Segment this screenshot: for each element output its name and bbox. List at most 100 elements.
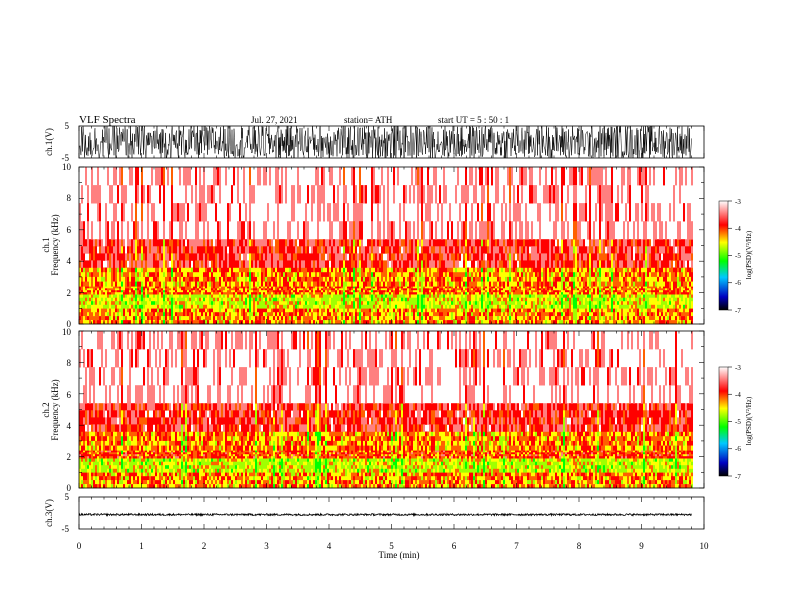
spectrogram-cell	[323, 185, 325, 203]
spectrogram-cell	[375, 316, 377, 320]
spectrogram-cell	[369, 298, 371, 302]
spectrogram-cell	[359, 292, 361, 294]
spectrogram-cell	[441, 301, 443, 305]
spectrogram-cell	[91, 312, 93, 316]
spectrogram-cell	[449, 239, 451, 246]
spectrogram-cell	[141, 268, 143, 273]
spectrogram-cell	[413, 294, 415, 298]
spectrogram-cell	[437, 290, 439, 292]
spectrogram-cell	[539, 246, 541, 253]
spectrogram-cell	[461, 305, 463, 309]
spectrogram-cell	[245, 292, 247, 294]
spectrogram-cell	[521, 312, 523, 316]
spectrogram-cell	[225, 290, 227, 292]
spectrogram-cell	[239, 316, 241, 320]
spectrogram-cell	[339, 167, 341, 185]
spectrogram-cell	[111, 282, 113, 287]
spectrogram-cell	[195, 246, 197, 253]
spectrogram-cell	[509, 286, 511, 288]
spectrogram-cell	[259, 253, 261, 260]
spectrogram-cell	[351, 221, 353, 239]
spectrogram-cell	[301, 272, 303, 277]
spectrogram-cell	[87, 203, 89, 221]
spectrogram-cell	[359, 260, 361, 267]
spectrogram-cell	[449, 298, 451, 302]
spectrogram-cell	[425, 292, 427, 294]
spectrogram-cell	[341, 260, 343, 267]
spectrogram-cell	[217, 260, 219, 267]
spectrogram-cell	[181, 292, 183, 294]
spectrogram-cell	[251, 253, 253, 260]
spectrogram-cell	[427, 239, 429, 246]
spectrogram-cell	[285, 282, 287, 287]
spectrogram-cell	[387, 203, 389, 221]
spectrogram-cell	[383, 312, 385, 316]
spectrogram-cell	[483, 253, 485, 260]
spectrogram-cell	[445, 286, 447, 288]
spectrogram-cell	[357, 253, 359, 260]
spectrogram-cell	[497, 312, 499, 316]
spectrogram-cell	[255, 253, 257, 260]
spectrogram-cell	[93, 272, 95, 277]
spectrogram-cell	[427, 246, 429, 253]
spectrogram-cell	[161, 294, 163, 298]
spectrogram-cell	[523, 316, 525, 320]
spectrogram-cell	[403, 185, 405, 203]
spectrogram-cell	[467, 253, 469, 260]
spectrogram-cell	[537, 246, 539, 253]
spectrogram-cell	[89, 246, 91, 253]
spectrogram-cell	[483, 312, 485, 316]
spectrogram-cell	[487, 305, 489, 309]
spectrogram-cell	[467, 246, 469, 253]
spectrogram-cell	[471, 305, 473, 309]
spectrogram-cell	[489, 298, 491, 302]
spectrogram-cell	[307, 308, 309, 312]
spectrogram-cell	[193, 298, 195, 302]
spectrogram-cell	[317, 282, 319, 287]
spectrogram-cell	[211, 277, 213, 282]
spectrogram-cell	[267, 286, 269, 288]
spectrogram-cell	[91, 301, 93, 305]
spectrogram-cell	[389, 272, 391, 277]
spectrogram-cell	[105, 246, 107, 253]
spectrogram-cell	[525, 282, 527, 287]
spectrogram-cell	[203, 268, 205, 273]
spectrogram-cell	[495, 268, 497, 273]
spectrogram-cell	[301, 290, 303, 292]
spectrogram-cell	[137, 312, 139, 316]
spectrogram-cell	[429, 221, 431, 239]
spectrogram-cell	[143, 268, 145, 273]
spectrogram-cell	[221, 316, 223, 320]
spectrogram-cell	[491, 316, 493, 320]
spectrogram-cell	[331, 305, 333, 309]
spectrogram-cell	[397, 268, 399, 273]
spectrogram-cell	[381, 277, 383, 282]
spectrogram-cell	[199, 294, 201, 298]
spectrogram-cell	[471, 246, 473, 253]
spectrogram-cell	[273, 260, 275, 267]
spectrogram-cell	[319, 305, 321, 309]
spectrogram-cell	[187, 167, 189, 185]
spectrogram-cell	[397, 290, 399, 292]
spectrogram-cell	[517, 272, 519, 277]
spectrogram-cell	[141, 203, 143, 221]
spectrogram-cell	[515, 312, 517, 316]
spectrogram-cell	[329, 221, 331, 239]
spectrogram-cell	[195, 308, 197, 312]
spectrogram-cell	[227, 268, 229, 273]
spectrogram-cell	[481, 272, 483, 277]
spectrogram-cell	[447, 239, 449, 246]
spectrogram-cell	[91, 308, 93, 312]
spectrogram-cell	[337, 272, 339, 277]
spectrogram-cell	[395, 294, 397, 298]
spectrogram-cell	[477, 298, 479, 302]
spectrogram-cell	[201, 239, 203, 246]
spectrogram-cell	[217, 268, 219, 273]
spectrogram-cell	[451, 253, 453, 260]
spectrogram-cell	[153, 268, 155, 273]
spectrogram-cell	[187, 268, 189, 273]
spectrogram-cell	[323, 301, 325, 305]
spectrogram-cell	[485, 260, 487, 267]
spectrogram-cell	[455, 260, 457, 267]
spectrogram-cell	[133, 277, 135, 282]
